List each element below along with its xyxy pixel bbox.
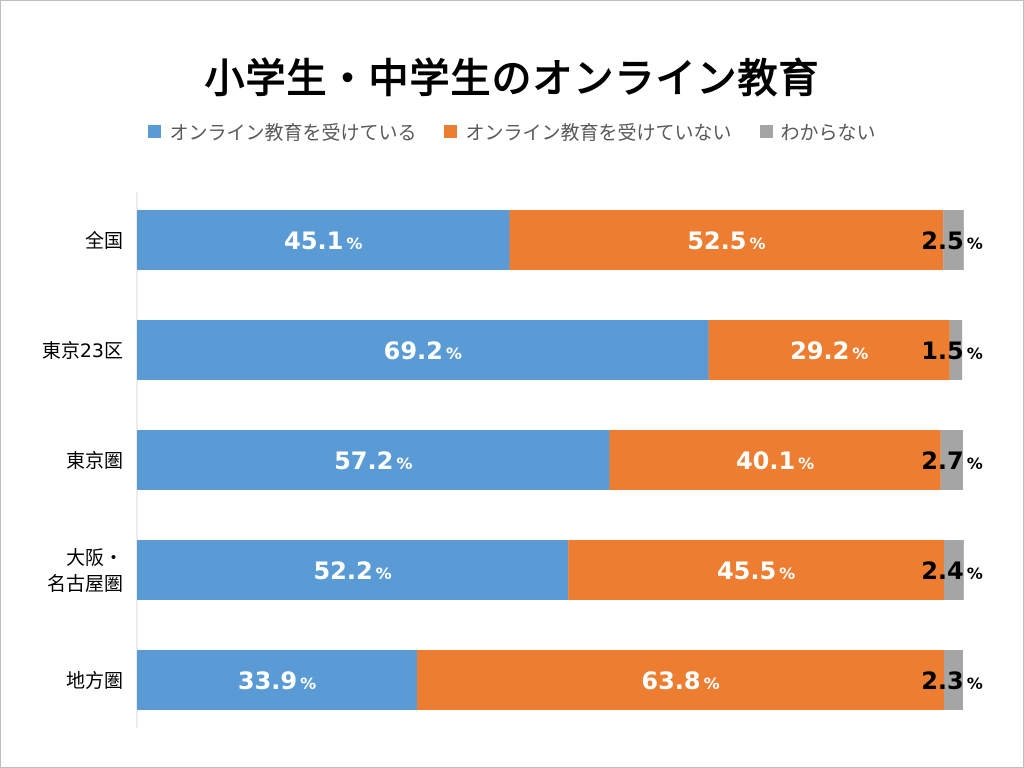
data-label-value: 52.5 [687,227,746,255]
data-label: 2.3% [921,667,983,695]
category-label-line: 名古屋圏 [47,573,123,595]
data-label-value: 52.2 [313,557,372,585]
category-label-line: 東京圏 [66,450,123,472]
data-label: 1.5% [921,337,983,365]
data-label-unit: % [779,564,795,583]
bar-segment-2 [949,320,963,380]
data-label-value: 33.9 [238,667,297,695]
legend-item-unknown: わからない [759,118,876,145]
legend-swatch-not-online [444,125,458,138]
bar-segment-0 [137,540,569,600]
bar-segment-2 [943,210,964,270]
data-label-unit: % [446,344,462,363]
data-label: 2.7% [921,447,983,475]
data-label-value: 2.3 [921,667,964,695]
legend-swatch-online [148,125,162,138]
data-label-unit: % [300,674,316,693]
data-label-value: 57.2 [334,447,393,475]
bar-segment-1 [509,210,944,270]
chart-title: 小学生・中学生のオンライン教育 [204,56,820,102]
category-label-line: 全国 [85,230,123,252]
data-label-value: 45.5 [717,557,776,585]
data-label-unit: % [376,564,392,583]
category-label-line: 大阪・ [66,547,123,569]
data-label: 45.5% [717,557,795,585]
bar-segment-2 [944,540,964,600]
data-label: 52.2% [313,557,391,585]
data-label-unit: % [704,674,720,693]
category-label: 全国 [85,230,123,252]
data-label-unit: % [346,234,362,253]
data-label-value: 45.1 [284,227,343,255]
category-label: 東京23区 [42,340,123,362]
data-label: 2.4% [921,557,983,585]
data-label: 2.5% [921,227,983,255]
data-label: 29.2% [790,337,868,365]
legend-label-not-online: オンライン教育を受けていない [465,122,732,144]
data-label: 40.1% [736,447,814,475]
legend-swatch-unknown [759,125,773,138]
bar-segment-2 [940,430,963,490]
data-label: 33.9% [238,667,316,695]
data-label: 52.5% [687,227,765,255]
bar-segment-0 [137,320,709,380]
data-label-unit: % [967,344,983,363]
bar-segment-1 [609,430,941,490]
category-label: 地方圏 [66,670,123,692]
bar-segment-1 [568,540,945,600]
data-label-unit: % [967,454,983,473]
bar-segment-1 [417,650,945,710]
data-label-value: 69.2 [384,337,443,365]
data-label: 69.2% [384,337,462,365]
data-label-unit: % [396,454,412,473]
bar-segment-0 [137,210,510,270]
data-label-unit: % [852,344,868,363]
data-label-unit: % [967,564,983,583]
legend-item-online: オンライン教育を受けている [148,118,416,145]
bar-segment-1 [708,320,950,380]
data-label: 45.1% [284,227,362,255]
data-label-value: 40.1 [736,447,795,475]
data-label-unit: % [967,234,983,253]
data-label-value: 29.2 [790,337,849,365]
data-label-unit: % [967,674,983,693]
data-label-unit: % [749,234,765,253]
category-label-line: 地方圏 [66,670,123,692]
data-label-value: 2.4 [921,557,964,585]
bar-segment-0 [137,650,418,710]
data-label-value: 2.5 [921,227,964,255]
category-label: 大阪・名古屋圏 [47,547,123,595]
legend-label-unknown: わからない [780,122,876,144]
category-label: 東京圏 [66,450,123,472]
data-label: 63.8% [641,667,719,695]
data-label-value: 1.5 [921,337,964,365]
data-label-value: 2.7 [921,447,964,475]
legend: オンライン教育を受けている オンライン教育を受けていない わからない [0,118,1024,145]
data-label-unit: % [798,454,814,473]
bar-segment-2 [944,650,963,710]
legend-item-not-online: オンライン教育を受けていない [444,118,732,145]
category-label-line: 東京23区 [42,340,123,362]
data-label-value: 63.8 [641,667,700,695]
data-label: 57.2% [334,447,412,475]
bar-segment-0 [137,430,610,490]
legend-label-online: オンライン教育を受けている [169,122,417,144]
